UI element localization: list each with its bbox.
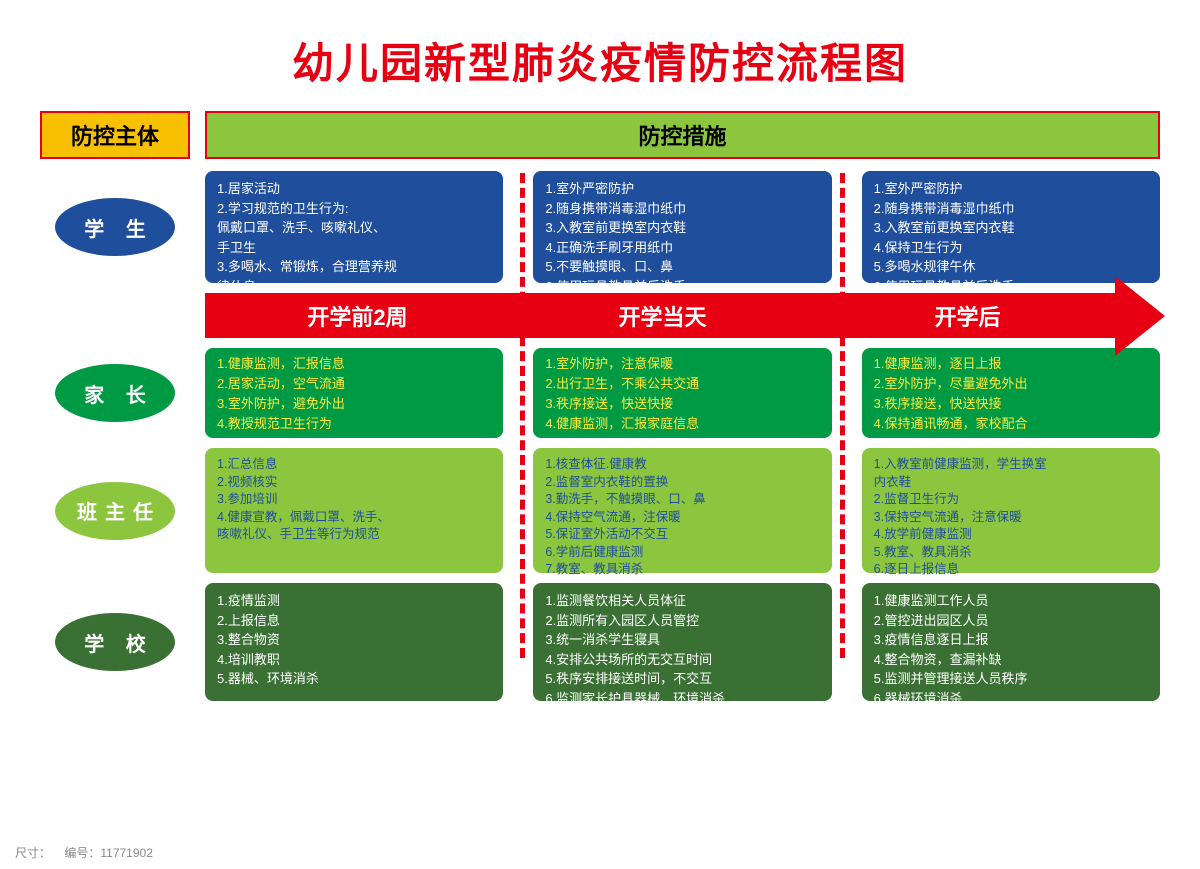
footer-dim-label: 尺寸： [15,846,51,860]
role-parent-label: 家 长 [55,364,175,422]
role-student-label: 学 生 [55,198,175,256]
school-phase2: 1.监测餐饮相关人员体征 2.监测所有入园区人员管控 3.统一消杀学生寝具 4.… [533,583,831,701]
role-school: 学 校 [40,583,190,701]
teacher-phase3: 1.入教室前健康监测，学生换室 内衣鞋 2.监督卫生行为 3.保持空气流通，注意… [862,448,1160,573]
arrow-body: 开学前2周 开学当天 开学后 [205,293,1120,338]
teacher-phase1: 1.汇总信息 2.视频核实 3.参加培训 4.健康宣教，佩戴口罩、洗手、 咳嗽礼… [205,448,503,573]
school-row: 1.疫情监测 2.上报信息 3.整合物资 4.培训教职 5.器械、环境消杀 1.… [205,583,1160,701]
footer-id-label: 编号： [64,846,100,860]
student-phase3: 1.室外严密防护 2.随身携带消毒湿巾纸巾 3.入教室前更换室内衣鞋 4.保持卫… [862,171,1160,283]
header-subject: 防控主体 [40,111,190,159]
parent-row: 1.健康监测，汇报信息 2.居家活动，空气流通 3.室外防护，避免外出 4.教授… [205,348,1160,438]
teacher-phase2: 1.核查体征.健康教 2.监督室内衣鞋的置换 3.勤洗手，不触摸眼、口、鼻 4.… [533,448,831,573]
role-student: 学 生 [40,171,190,283]
student-phase1: 1.居家活动 2.学习规范的卫生行为: 佩戴口罩、洗手、咳嗽礼仪、 手卫生 3.… [205,171,503,283]
phase-1-label: 开学前2周 [205,300,510,332]
role-school-label: 学 校 [55,613,175,671]
phase-3-label: 开学后 [815,300,1120,332]
divider-1 [520,173,525,658]
role-parent: 家 长 [40,348,190,438]
parent-phase3: 1.健康监测，逐日上报 2.室外防护，尽量避免外出 3.秩序接送，快送快接 4.… [862,348,1160,438]
footer-meta: 尺寸： 编号：11771902 [15,844,153,861]
teacher-row: 1.汇总信息 2.视频核实 3.参加培训 4.健康宣教，佩戴口罩、洗手、 咳嗽礼… [205,448,1160,573]
header-measure: 防控措施 [205,111,1160,159]
content-column: 1.居家活动 2.学习规范的卫生行为: 佩戴口罩、洗手、咳嗽礼仪、 手卫生 3.… [205,171,1160,701]
divider-2 [840,173,845,658]
main-title: 幼儿园新型肺炎疫情防控流程图 [40,30,1160,91]
role-teacher-label: 班主任 [55,482,175,540]
school-phase3: 1.健康监测工作人员 2.管控进出园区人员 3.疫情信息逐日上报 4.整合物资，… [862,583,1160,701]
student-phase2: 1.室外严密防护 2.随身携带消毒湿巾纸巾 3.入教室前更换室内衣鞋 4.正确洗… [533,171,831,283]
footer-id: 11771902 [100,846,153,860]
phase-2-label: 开学当天 [510,300,815,332]
student-row: 1.居家活动 2.学习规范的卫生行为: 佩戴口罩、洗手、咳嗽礼仪、 手卫生 3.… [205,171,1160,283]
school-phase1: 1.疫情监测 2.上报信息 3.整合物资 4.培训教职 5.器械、环境消杀 [205,583,503,701]
role-teacher: 班主任 [40,448,190,573]
role-column: 学 生 家 长 班主任 学 校 [40,171,190,701]
header-row: 防控主体 防控措施 [40,111,1160,159]
parent-phase1: 1.健康监测，汇报信息 2.居家活动，空气流通 3.室外防护，避免外出 4.教授… [205,348,503,438]
parent-phase2: 1.室外防护，注意保暖 2.出行卫生，不乘公共交通 3.秩序接送，快送快接 4.… [533,348,831,438]
arrow-head-icon [1115,276,1165,356]
main-grid: 学 生 家 长 班主任 学 校 1.居家活动 2.学习规范的卫生行为: 佩戴口罩… [40,171,1160,701]
timeline-arrow: 开学前2周 开学当天 开学后 [205,293,1160,338]
